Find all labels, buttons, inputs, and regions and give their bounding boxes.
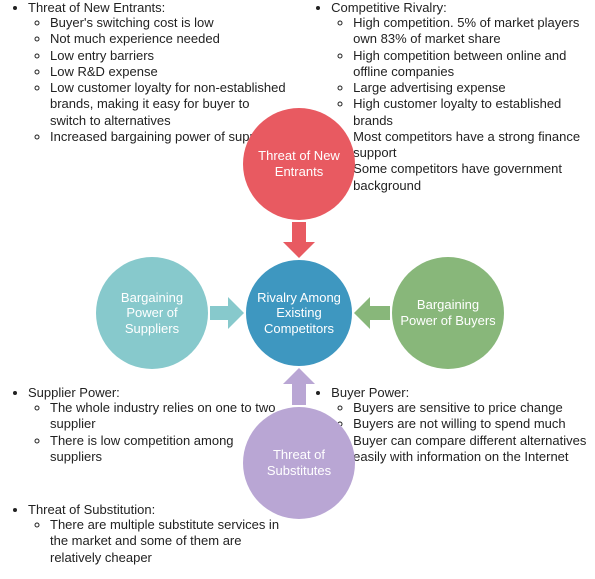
list-title-text: Threat of New Entrants: [28, 0, 165, 15]
list-title: Threat of Substitution: There are multip… [28, 502, 286, 566]
list-item: Not much experience needed [50, 31, 286, 47]
mid-text-row: Supplier Power: The whole industry relie… [0, 385, 595, 471]
list-title-text: Threat of Substitution: [28, 502, 155, 517]
circle-label: Bargaining Power of Suppliers [102, 290, 202, 337]
list-item: Increased bargaining power of suppliers [50, 129, 286, 145]
top-left-col: Threat of New Entrants: Buyer's switchin… [6, 0, 286, 200]
list-item: There is low competition among suppliers [50, 433, 286, 466]
buyer-power-list: Buyer Power: Buyers are sensitive to pri… [309, 385, 589, 465]
list-item: High competition. 5% of market players o… [353, 15, 589, 48]
threat-substitution-list: Threat of Substitution: There are multip… [6, 502, 286, 566]
top-text-row: Threat of New Entrants: Buyer's switchin… [0, 0, 595, 200]
list-item: The whole industry relies on one to two … [50, 400, 286, 433]
circle-label: Bargaining Power of Buyers [398, 297, 498, 328]
list-title: Threat of New Entrants: Buyer's switchin… [28, 0, 286, 145]
list-title-text: Competitive Rivalry: [331, 0, 447, 15]
list-item: Buyers are sensitive to price change [353, 400, 589, 416]
arrow-down-icon [283, 242, 315, 258]
mid-right-col: Buyer Power: Buyers are sensitive to pri… [309, 385, 589, 471]
arrow-left-icon [354, 297, 370, 329]
top-right-col: Competitive Rivalry: High competition. 5… [309, 0, 589, 200]
list-item: Low R&D expense [50, 64, 286, 80]
list-title: Competitive Rivalry: High competition. 5… [331, 0, 589, 194]
list-title-text: Supplier Power: [28, 385, 120, 400]
list-title-text: Buyer Power: [331, 385, 409, 400]
competitive-rivalry-list: Competitive Rivalry: High competition. 5… [309, 0, 589, 194]
arrow-down-icon [292, 222, 306, 242]
list-item: Low entry barriers [50, 48, 286, 64]
arrow-right-icon [228, 297, 244, 329]
supplier-power-list: Supplier Power: The whole industry relie… [6, 385, 286, 465]
list-title: Supplier Power: The whole industry relie… [28, 385, 286, 465]
list-item: Some competitors have government backgro… [353, 161, 589, 194]
list-item: There are multiple substitute services i… [50, 517, 286, 566]
list-title: Buyer Power: Buyers are sensitive to pri… [331, 385, 589, 465]
bot-right-col [309, 502, 589, 572]
force-circle-suppliers: Bargaining Power of Suppliers [96, 257, 208, 369]
list-item: Buyers are not willing to spend much [353, 416, 589, 432]
list-item: Most competitors have a strong finance s… [353, 129, 589, 162]
mid-left-col: Supplier Power: The whole industry relie… [6, 385, 286, 471]
arrow-up-icon [283, 368, 315, 384]
bot-text-row: Threat of Substitution: There are multip… [0, 502, 595, 572]
list-item: High customer loyalty to established bra… [353, 96, 589, 129]
list-item: High competition between online and offl… [353, 48, 589, 81]
list-item: Low customer loyalty for non-established… [50, 80, 286, 129]
circle-label: Rivalry Among Existing Competitors [252, 290, 346, 337]
force-circle-buyers: Bargaining Power of Buyers [392, 257, 504, 369]
arrow-left-icon [370, 306, 390, 320]
list-item: Buyer can compare different alternatives… [353, 433, 589, 466]
list-item: Large advertising expense [353, 80, 589, 96]
arrow-right-icon [210, 306, 228, 320]
threat-entrants-list: Threat of New Entrants: Buyer's switchin… [6, 0, 286, 145]
bot-left-col: Threat of Substitution: There are multip… [6, 502, 286, 572]
force-circle-rivalry: Rivalry Among Existing Competitors [246, 260, 352, 366]
list-item: Buyer's switching cost is low [50, 15, 286, 31]
